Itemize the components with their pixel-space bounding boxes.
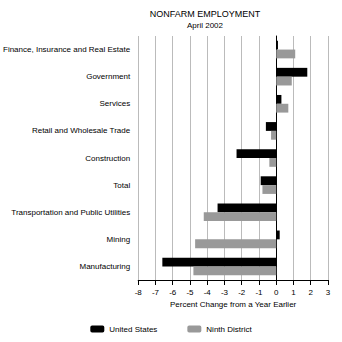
svg-text:Transportation and Public Util: Transportation and Public Utilities (11, 208, 130, 217)
svg-text:2: 2 (309, 288, 314, 297)
svg-text:April 2002: April 2002 (187, 21, 224, 30)
svg-text:-6: -6 (169, 288, 177, 297)
svg-text:-1: -1 (255, 288, 263, 297)
svg-text:Construction: Construction (85, 154, 130, 163)
svg-text:NONFARM EMPLOYMENT: NONFARM EMPLOYMENT (150, 9, 261, 19)
svg-text:Ninth District: Ninth District (206, 325, 252, 334)
svg-text:1: 1 (291, 288, 296, 297)
svg-text:Mining: Mining (107, 235, 131, 244)
svg-text:-5: -5 (186, 288, 194, 297)
svg-text:Manufacturing: Manufacturing (79, 262, 130, 271)
svg-text:-3: -3 (221, 288, 229, 297)
svg-text:Retail and Wholesale Trade: Retail and Wholesale Trade (32, 126, 131, 135)
svg-text:-2: -2 (238, 288, 246, 297)
svg-text:Government: Government (86, 72, 131, 81)
svg-text:Percent Change from a Year Ear: Percent Change from a Year Earlier (170, 300, 297, 309)
svg-text:-4: -4 (204, 288, 212, 297)
svg-text:-7: -7 (152, 288, 160, 297)
svg-text:-8: -8 (135, 288, 143, 297)
svg-text:United States: United States (109, 325, 157, 334)
svg-text:3: 3 (326, 288, 331, 297)
svg-text:Services: Services (100, 99, 131, 108)
svg-text:Total: Total (113, 181, 130, 190)
svg-text:Finance, Insurance and Real Es: Finance, Insurance and Real Estate (3, 45, 131, 54)
svg-text:0: 0 (274, 288, 279, 297)
